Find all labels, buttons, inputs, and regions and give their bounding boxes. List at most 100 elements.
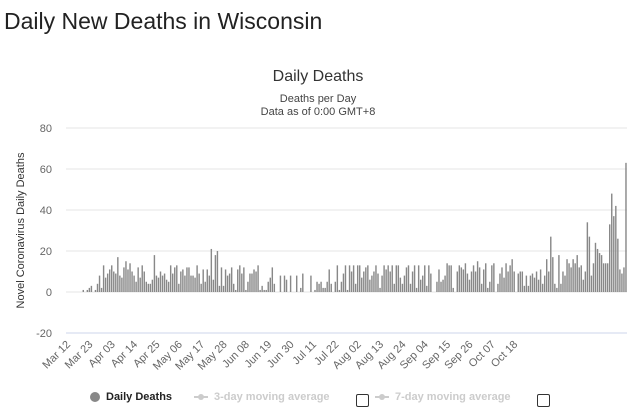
bar[interactable] [606,263,609,292]
bar[interactable] [373,271,375,293]
bar[interactable] [269,277,271,292]
bar[interactable] [422,275,424,292]
bar[interactable] [625,162,627,292]
bar[interactable] [192,275,194,292]
bar[interactable] [487,287,489,292]
bar[interactable] [155,275,158,292]
bar[interactable] [379,287,381,292]
bar[interactable] [324,287,326,292]
bar[interactable] [125,261,127,292]
bar[interactable] [172,273,174,292]
bar[interactable] [509,265,511,292]
bar[interactable] [497,283,499,292]
bar[interactable] [537,279,540,292]
bar[interactable] [580,265,582,292]
bar[interactable] [531,273,534,292]
bar[interactable] [541,283,544,292]
bar[interactable] [348,265,351,292]
bar[interactable] [586,222,589,292]
bar[interactable] [174,267,176,292]
bar[interactable] [556,287,558,292]
bar[interactable] [102,265,105,292]
bar[interactable] [460,267,463,292]
bar[interactable] [576,255,578,292]
bar[interactable] [208,275,211,292]
bar[interactable] [235,289,237,292]
bar[interactable] [572,259,574,292]
bar[interactable] [598,253,601,292]
bar[interactable] [450,265,452,292]
bar[interactable] [389,271,391,293]
bar[interactable] [387,265,389,292]
bar[interactable] [123,267,125,292]
bar[interactable] [535,271,538,293]
bar[interactable] [383,265,385,292]
bar[interactable] [356,265,359,292]
bar[interactable] [470,271,473,293]
bar[interactable] [440,281,442,292]
bar[interactable] [363,271,365,293]
bar[interactable] [255,271,257,293]
bar[interactable] [261,285,263,292]
bar[interactable] [210,248,213,292]
bar[interactable] [143,271,145,293]
bar[interactable] [493,263,495,292]
bar[interactable] [617,238,619,292]
bar[interactable] [279,275,282,292]
bar[interactable] [259,289,261,292]
bar[interactable] [153,255,156,292]
bar[interactable] [552,257,554,292]
bar[interactable] [129,263,131,292]
bar[interactable] [310,275,312,292]
bar[interactable] [466,273,469,292]
bar[interactable] [604,263,607,292]
bar[interactable] [574,263,576,292]
bar[interactable] [228,273,231,292]
bar[interactable] [182,269,184,292]
bar[interactable] [169,265,172,292]
bar[interactable] [86,289,89,292]
bar[interactable] [131,271,133,293]
bar[interactable] [267,281,269,292]
bar[interactable] [241,273,243,292]
bar[interactable] [548,271,550,293]
bar[interactable] [623,267,625,292]
bar[interactable] [346,289,349,292]
bar[interactable] [141,265,143,292]
bar[interactable] [393,283,395,292]
bar[interactable] [289,275,292,292]
bar[interactable] [251,273,253,292]
bar[interactable] [507,271,509,293]
bar[interactable] [361,277,363,292]
bar[interactable] [397,265,400,292]
bar[interactable] [82,289,84,292]
bar[interactable] [476,261,479,292]
bar[interactable] [621,273,623,292]
bar[interactable] [127,269,129,292]
bar[interactable] [594,242,597,292]
bar[interactable] [578,267,580,292]
bar[interactable] [519,271,521,293]
bar[interactable] [367,265,369,292]
bar[interactable] [135,281,137,292]
bar[interactable] [100,287,103,292]
bar[interactable] [468,279,471,292]
bar[interactable] [513,271,515,293]
bar[interactable] [222,285,225,292]
bar[interactable] [111,265,113,292]
bar[interactable] [503,277,505,292]
bar[interactable] [133,275,135,292]
bar[interactable] [442,279,444,292]
bar[interactable] [399,277,402,292]
bar[interactable] [521,271,524,293]
bar[interactable] [413,265,416,292]
bar[interactable] [350,271,353,293]
bar[interactable] [613,216,615,292]
bar[interactable] [428,265,430,292]
legend-item-daily-deaths[interactable]: Daily Deaths [90,391,172,403]
legend-item-7-day-average[interactable]: 7-day moving average [375,391,511,403]
bar[interactable] [596,248,599,292]
bar[interactable] [322,287,324,292]
bar[interactable] [249,273,251,292]
bar[interactable] [472,265,475,292]
